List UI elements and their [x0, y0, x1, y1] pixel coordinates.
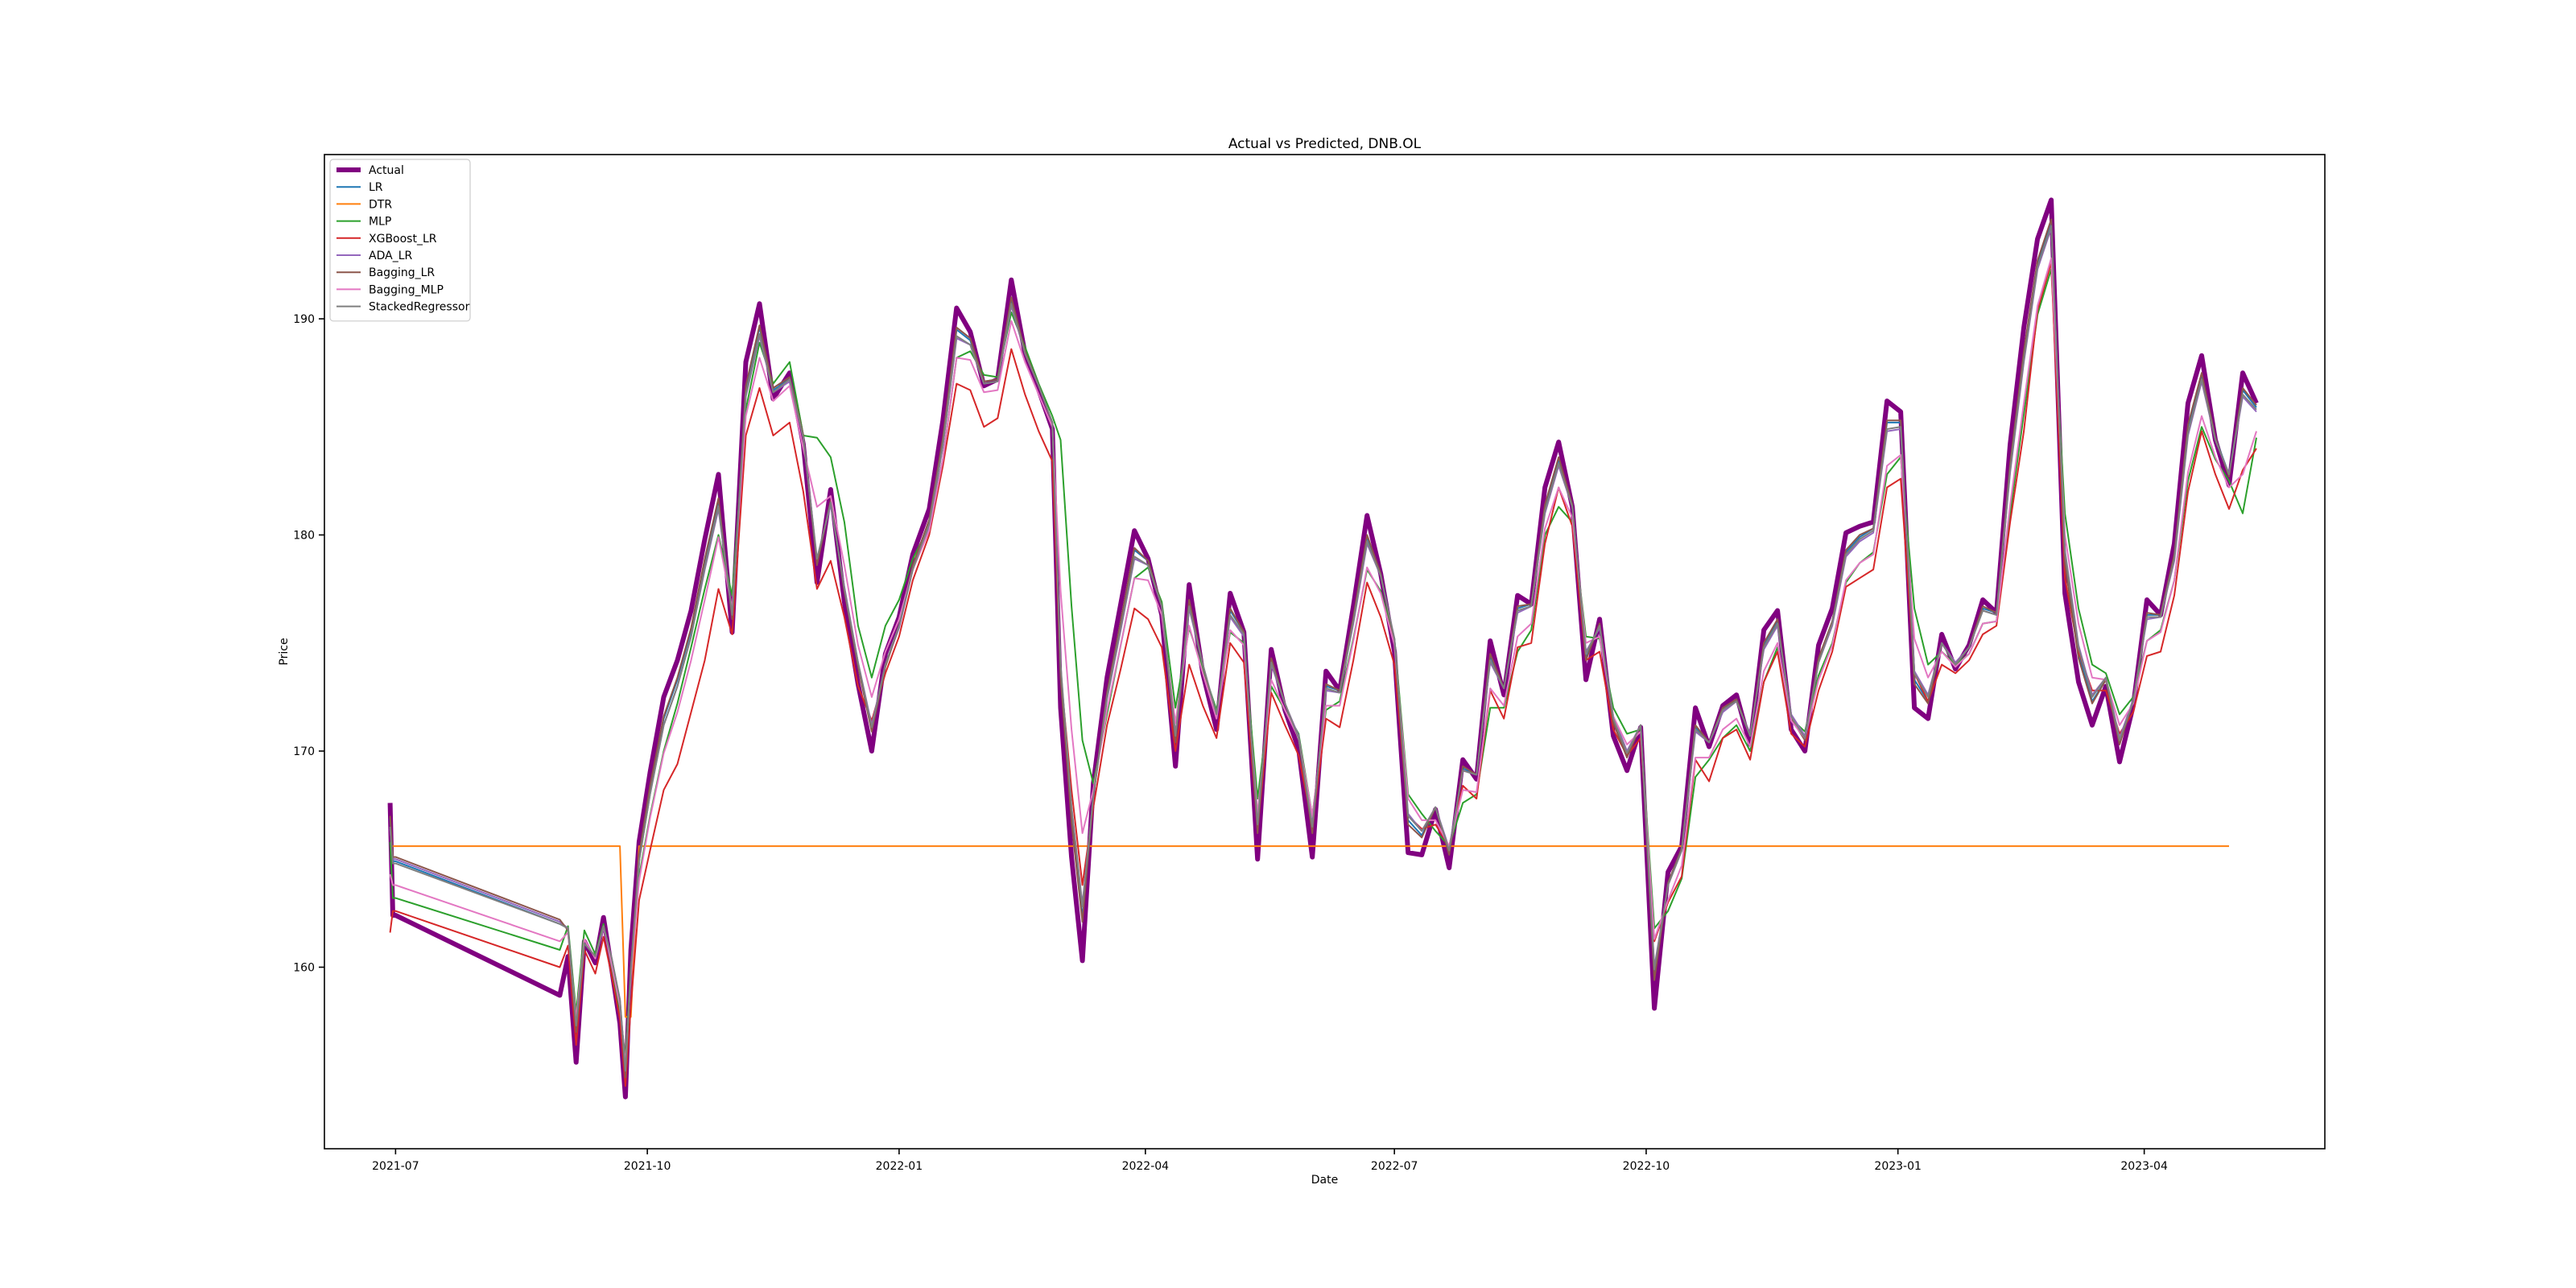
y-tick-label: 160 — [293, 961, 315, 974]
x-tick-label: 2022-04 — [1122, 1160, 1170, 1173]
legend-label: ADA_LR — [369, 250, 412, 262]
chart-title: Actual vs Predicted, DNB.OL — [1228, 136, 1422, 152]
x-tick-label: 2021-10 — [624, 1160, 671, 1173]
x-tick-label: 2023-01 — [1874, 1160, 1922, 1173]
legend-label: XGBoost_LR — [369, 233, 437, 246]
series-line-xgboost-lr — [389, 262, 2257, 1088]
x-tick-label: 2023-04 — [2120, 1160, 2168, 1173]
legend-label: Bagging_MLP — [369, 283, 444, 296]
y-tick-label: 190 — [293, 313, 315, 326]
y-tick-label: 170 — [293, 745, 315, 758]
y-axis-title: Price — [278, 638, 291, 665]
legend-label: DTR — [369, 198, 392, 211]
y-tick-label: 180 — [293, 530, 315, 543]
x-axis-title: Date — [1311, 1174, 1338, 1187]
series-line-actual — [387, 197, 2259, 1100]
series-layer — [387, 197, 2259, 1100]
series-line-bagging-mlp — [389, 257, 2257, 1066]
legend-label: LR — [369, 181, 383, 194]
legend-label: MLP — [369, 216, 391, 229]
legend-label: StackedRegressor — [369, 301, 470, 314]
x-tick-label: 2022-10 — [1623, 1160, 1670, 1173]
y-axis: 160 170 180 190 — [293, 313, 324, 974]
x-tick-label: 2022-07 — [1371, 1160, 1418, 1173]
plot-frame — [324, 154, 2326, 1150]
legend: Actual LR DTR MLP XGBoost_LR ADA_LR Bagging_LR… — [329, 159, 471, 322]
legend-label: Bagging_LR — [369, 266, 435, 279]
series-line-stackedregressor — [389, 225, 2257, 1072]
x-axis: 2021-07 2021-10 2022-01 2022-04 2022-07 2022-… — [372, 1149, 2168, 1173]
legend-box — [329, 159, 471, 322]
series-line-dtr — [390, 845, 2229, 1018]
x-tick-label: 2021-07 — [372, 1160, 419, 1173]
x-tick-label: 2022-01 — [876, 1160, 923, 1173]
legend-label: Actual — [369, 164, 404, 177]
